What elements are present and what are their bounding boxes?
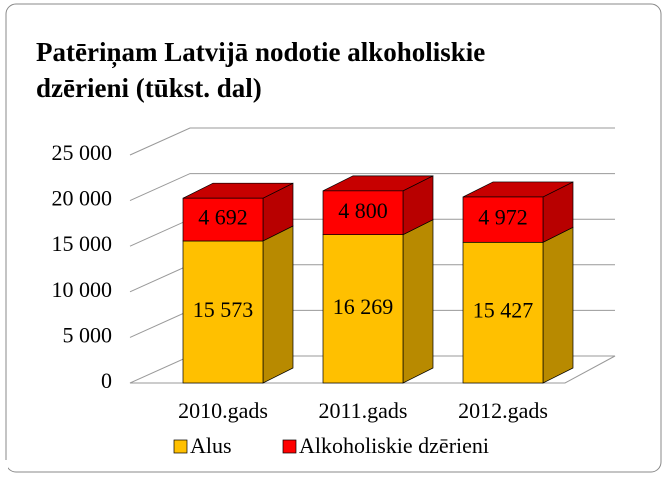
bar <box>322 234 404 384</box>
data-label: 16 269 <box>333 294 394 319</box>
y-tick-label: 15 000 <box>52 231 113 256</box>
data-label: 15 573 <box>193 297 254 322</box>
chart-title: Patēriņam Latvijā nodotie alkoholiskie d… <box>36 37 486 103</box>
grid-line <box>129 173 615 202</box>
bar-side <box>402 219 434 384</box>
legend-label: Alus <box>190 433 232 458</box>
data-label: 4 972 <box>478 205 528 230</box>
border-gap <box>4 460 8 477</box>
y-tick-label: 5 000 <box>63 322 113 347</box>
x-tick-label: 2012.gads <box>458 398 548 423</box>
y-tick-label: 20 000 <box>52 186 113 211</box>
bar-side <box>262 225 294 384</box>
bar-side <box>542 226 574 384</box>
legend-label: Alkoholiskie dzērieni <box>299 433 489 458</box>
x-tick-label: 2011.gads <box>318 398 407 423</box>
bar <box>322 190 404 235</box>
grid-line <box>129 127 615 156</box>
legend-swatch <box>173 439 188 454</box>
bar <box>462 196 544 243</box>
legend-swatch <box>282 439 297 454</box>
bar <box>182 240 264 384</box>
y-tick-label: 25 000 <box>52 140 113 165</box>
data-label: 15 427 <box>473 298 534 323</box>
data-label: 4 692 <box>198 205 248 230</box>
bar <box>462 241 544 384</box>
bar <box>182 197 264 242</box>
y-tick-label: 0 <box>101 368 112 393</box>
data-label: 4 800 <box>338 198 388 223</box>
x-tick-label: 2010.gads <box>178 398 268 423</box>
y-tick-label: 10 000 <box>52 277 113 302</box>
